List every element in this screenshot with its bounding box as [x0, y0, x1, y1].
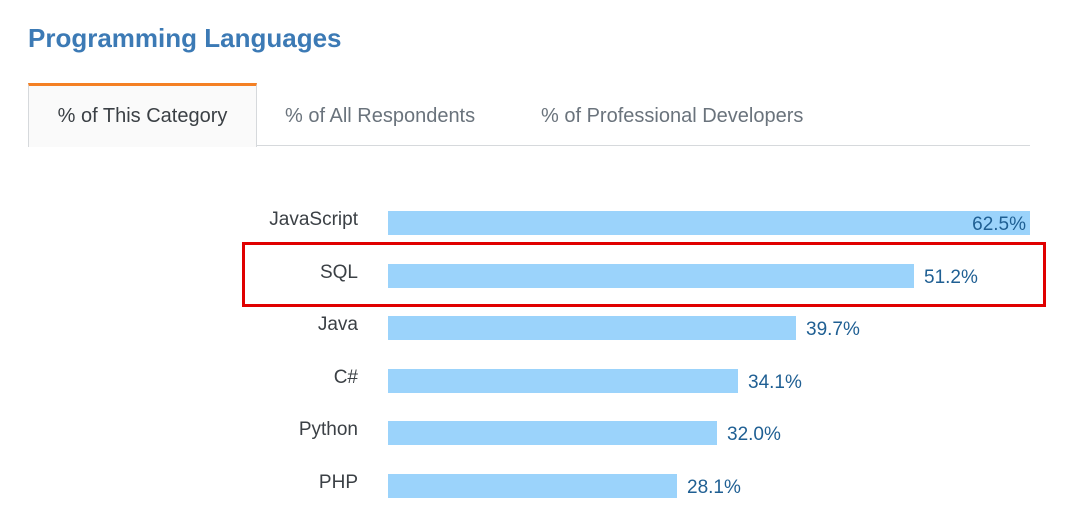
bar-chart: JavaScript 62.5% SQL 51.2% Java 39.7% C# 34.1% P… [0, 190, 1074, 510]
bar [388, 421, 717, 445]
bar [388, 316, 796, 340]
value-label: 39.7% [806, 319, 860, 340]
value-label: 34.1% [748, 371, 802, 393]
category-label: C# [333, 366, 358, 388]
tab-bar: % of This Category % of All Respondents … [28, 83, 1030, 147]
bar-row: C# 34.1% [0, 348, 1074, 400]
category-label: SQL [319, 261, 358, 283]
bar [388, 368, 738, 393]
bar-row: SQL 51.2% [0, 243, 1074, 295]
bar [388, 211, 1030, 235]
bar [388, 473, 677, 498]
bar-row: Java 39.7% [0, 295, 1074, 347]
tab-all-respondents[interactable]: % of All Respondents [285, 105, 476, 127]
value-label: 28.1% [687, 476, 741, 498]
tab-professional-developers[interactable]: % of Professional Developers [541, 105, 804, 127]
bar-row: JavaScript 62.5% [0, 190, 1074, 242]
value-label: 62.5% [972, 214, 1026, 235]
bar-row: PHP 28.1% [0, 453, 1074, 505]
category-label: JavaScript [269, 209, 358, 230]
category-label: Python [298, 419, 358, 440]
bar-row: Python 32.0% [0, 400, 1074, 452]
bar [388, 263, 914, 288]
value-label: 32.0% [727, 424, 781, 445]
category-label: Java [317, 314, 358, 335]
category-label: PHP [318, 471, 358, 493]
tab-this-category[interactable]: % of This Category [28, 83, 257, 147]
value-label: 51.2% [924, 266, 978, 288]
section-title: Programming Languages [28, 23, 342, 53]
